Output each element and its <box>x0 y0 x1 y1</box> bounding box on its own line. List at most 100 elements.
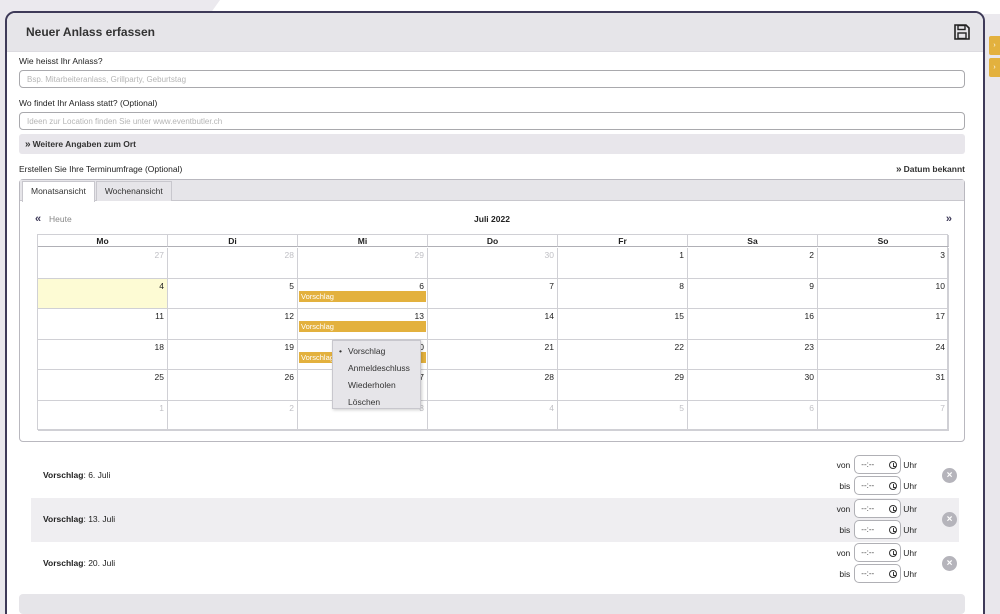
side-tab-1[interactable]: › <box>989 36 1000 55</box>
calendar-day-cell[interactable]: 7 <box>818 400 949 431</box>
clock-icon[interactable] <box>889 548 898 557</box>
calendar-event[interactable]: Vorschlag <box>299 290 426 302</box>
calendar-day-cell[interactable]: 15 <box>558 309 688 340</box>
calendar-day-cell[interactable]: 3 <box>818 248 949 279</box>
clock-icon[interactable] <box>889 525 898 534</box>
tab-week-view[interactable]: Wochenansicht <box>95 181 172 201</box>
calendar-event[interactable]: Vorschlag <box>299 321 426 332</box>
suggestion-label: Vorschlag: 20. Juli <box>43 558 115 568</box>
calendar-day-cell[interactable]: 5 <box>558 400 688 431</box>
side-tab-2[interactable]: › <box>989 58 1000 77</box>
calendar-day-cell[interactable]: 1 <box>558 248 688 279</box>
day-header-mo: Mo <box>38 235 168 247</box>
more-location-toggle[interactable]: » Weitere Angaben zum Ort <box>19 134 965 154</box>
context-menu-item[interactable]: Anmeldeschluss <box>333 360 420 377</box>
calendar-day-cell[interactable]: 30 <box>428 248 558 279</box>
calendar-day-cell[interactable]: 30 <box>688 370 818 401</box>
calendar-day-cell[interactable]: 23 <box>688 339 818 370</box>
day-header-sa: Sa <box>688 235 818 247</box>
time-to-input[interactable]: --:-- <box>854 476 902 495</box>
calendar-day-cell[interactable]: 10 <box>818 278 949 309</box>
calendar-day-cell[interactable]: 6 Vorschlag <box>298 278 428 309</box>
date-known-link[interactable]: » Datum bekannt <box>896 164 965 175</box>
calendar-day-cell[interactable]: 8 <box>558 278 688 309</box>
suggestion-date: : 13. Juli <box>83 514 116 524</box>
calendar-day-cell[interactable]: 29 <box>298 248 428 279</box>
calendar-day-cell[interactable]: 3 <box>298 400 428 431</box>
clock-icon[interactable] <box>889 569 898 578</box>
time-from-label: von <box>836 503 851 514</box>
calendar-day-cell[interactable]: 22 <box>558 339 688 370</box>
time-from-input[interactable]: --:-- <box>854 499 902 518</box>
calendar-day-cell[interactable]: 1 <box>38 400 168 431</box>
time-to-input[interactable]: --:-- <box>854 564 902 583</box>
day-number: 19 <box>284 341 294 352</box>
time-from-label: von <box>836 547 851 558</box>
clock-icon[interactable] <box>889 481 898 490</box>
remove-suggestion-icon[interactable]: × <box>942 512 957 527</box>
remove-suggestion-icon[interactable]: × <box>942 556 957 571</box>
time-from-input[interactable]: --:-- <box>854 543 902 562</box>
suggestion-label: Vorschlag: 6. Juli <box>43 470 110 480</box>
calendar-day-cell[interactable]: 31 <box>818 370 949 401</box>
day-number: 31 <box>935 372 945 382</box>
event-location-input[interactable] <box>19 112 965 130</box>
day-number: 28 <box>544 372 554 382</box>
time-from-input[interactable]: --:-- <box>854 455 902 474</box>
calendar-month-title: Juli 2022 <box>474 214 510 224</box>
bottom-section-bar[interactable] <box>19 594 965 614</box>
remove-suggestion-icon[interactable]: × <box>942 468 957 483</box>
calendar-day-cell[interactable]: 26 <box>168 370 298 401</box>
calendar-day-cell[interactable]: 28 <box>428 370 558 401</box>
suggestion-type: Vorschlag <box>43 514 84 524</box>
suggestion-row: Vorschlag: 20. Juli von --:-- Uhr bis --:-- Uh… <box>31 542 959 586</box>
calendar-day-cell[interactable]: 18 <box>38 339 168 370</box>
context-menu-item[interactable]: Löschen <box>333 394 420 411</box>
calendar-day-cell[interactable]: 6 <box>688 400 818 431</box>
time-to-label: bis <box>839 524 851 535</box>
floppy-disk-icon[interactable] <box>953 23 971 41</box>
tab-month-view[interactable]: Monatsansicht <box>22 181 95 202</box>
day-number: 3 <box>940 250 945 260</box>
calendar-day-cell[interactable]: 21 <box>428 339 558 370</box>
date-poll-label: Erstellen Sie Ihre Terminumfrage (Option… <box>19 164 183 174</box>
calendar-day-cell[interactable]: 4 <box>38 278 168 309</box>
calendar-day-cell[interactable]: 29 <box>558 370 688 401</box>
today-button[interactable]: Heute <box>49 214 72 224</box>
event-name-label: Wie heisst Ihr Anlass? <box>19 56 103 66</box>
day-number: 5 <box>289 280 294 291</box>
time-to-input[interactable]: --:-- <box>854 520 902 539</box>
calendar-day-cell[interactable]: 28 <box>168 248 298 279</box>
clock-icon[interactable] <box>889 460 898 469</box>
calendar-day-cell[interactable]: 2 <box>168 400 298 431</box>
calendar-day-cell[interactable]: 24 <box>818 339 949 370</box>
calendar-day-cell[interactable]: 4 <box>428 400 558 431</box>
time-to-label: bis <box>839 480 851 491</box>
context-menu-item[interactable]: • Vorschlag <box>333 343 420 360</box>
page-background-shape <box>210 0 1000 14</box>
calendar-day-cell[interactable]: 13 Vorschlag <box>298 309 428 340</box>
day-number: 4 <box>549 402 554 413</box>
suggestion-date: : 20. Juli <box>83 558 116 568</box>
event-name-input[interactable] <box>19 70 965 88</box>
time-from-label: von <box>836 459 851 470</box>
day-number: 2 <box>289 402 294 413</box>
calendar-day-cell[interactable]: 17 <box>818 309 949 340</box>
calendar-day-cell[interactable]: 11 <box>38 309 168 340</box>
calendar-day-cell[interactable]: 19 <box>168 339 298 370</box>
calendar-day-cell[interactable]: 7 <box>428 278 558 309</box>
calendar-day-cell[interactable]: 25 <box>38 370 168 401</box>
context-menu-item[interactable]: Wiederholen <box>333 377 420 394</box>
time-row-to: bis --:-- Uhr <box>830 564 917 583</box>
calendar-day-cell[interactable]: 27 <box>38 248 168 279</box>
calendar-day-cell[interactable]: 16 <box>688 309 818 340</box>
calendar-day-cell[interactable]: 5 <box>168 278 298 309</box>
next-month-icon[interactable]: » <box>945 213 952 225</box>
time-unit: Uhr <box>903 568 917 579</box>
calendar-day-cell[interactable]: 2 <box>688 248 818 279</box>
calendar-day-cell[interactable]: 12 <box>168 309 298 340</box>
calendar-day-cell[interactable]: 14 <box>428 309 558 340</box>
day-number: 10 <box>935 280 945 291</box>
calendar-day-cell[interactable]: 9 <box>688 278 818 309</box>
clock-icon[interactable] <box>889 504 898 513</box>
